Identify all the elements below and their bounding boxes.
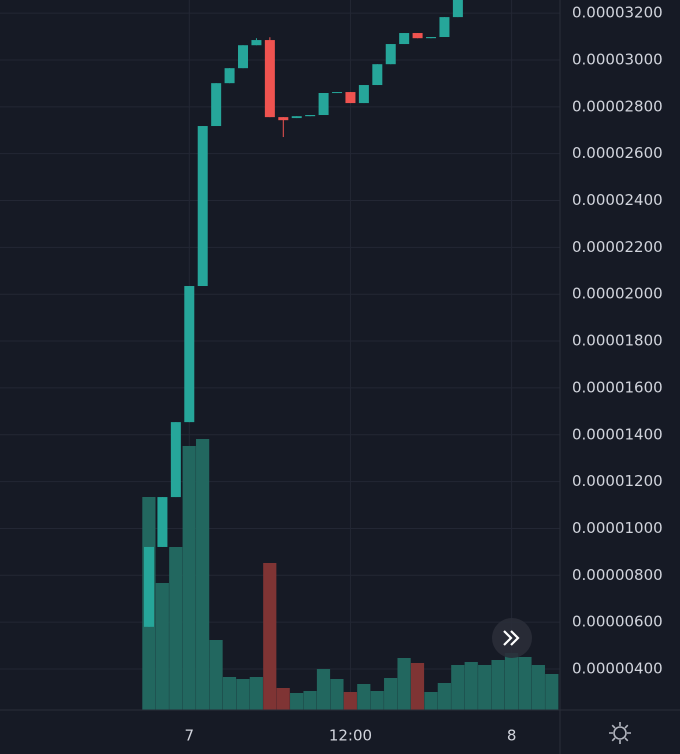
candle-body — [345, 92, 356, 104]
volume-bar — [155, 583, 169, 710]
candle-body — [197, 126, 208, 287]
volume-bar — [397, 658, 411, 710]
candle-body — [264, 40, 275, 118]
candle-body — [372, 64, 383, 86]
plot-area — [142, 0, 559, 710]
volume-bar — [276, 688, 290, 710]
y-tick-label: 0.00001400 — [572, 425, 663, 443]
volume-bar — [451, 665, 465, 710]
volume-bar — [545, 674, 559, 710]
candle-body — [144, 546, 154, 627]
volume-bar — [222, 677, 237, 710]
candle-body — [318, 92, 329, 116]
volume-bar — [290, 693, 304, 710]
candle-body — [358, 85, 369, 104]
volume-bar — [464, 662, 478, 710]
y-tick-label: 0.00002200 — [572, 238, 663, 256]
y-tick-label: 0.00001000 — [572, 519, 663, 537]
gear-teeth[interactable] — [609, 722, 631, 744]
x-tick-label: 7 — [185, 727, 195, 745]
candle-body — [305, 115, 316, 117]
volume-bar — [169, 547, 183, 710]
volume-bar — [384, 678, 398, 710]
y-tick-label: 0.00001800 — [572, 332, 663, 350]
volume-bar — [531, 665, 545, 710]
volume-bar — [357, 684, 371, 710]
candle-body — [426, 37, 437, 39]
y-tick-label: 0.00000800 — [572, 566, 663, 584]
candle-body — [224, 68, 235, 84]
volume-bar — [478, 665, 492, 710]
candle-body — [385, 44, 396, 65]
axes: 0.00000400 0.00000600 0.00000800 0.00001000… — [185, 4, 663, 745]
grid — [0, 0, 560, 710]
volume-bar — [236, 679, 250, 710]
candle-body — [291, 116, 302, 119]
candle-body — [238, 45, 249, 69]
y-tick-label: 0.00002600 — [572, 144, 663, 162]
volume-bar — [249, 677, 263, 710]
candle-body — [452, 0, 463, 18]
y-tick-label: 0.00000400 — [572, 660, 663, 678]
settings-button[interactable] — [609, 722, 631, 744]
candle-body — [278, 117, 289, 121]
volume-bar — [424, 692, 438, 710]
volume-bar — [491, 660, 505, 710]
y-tick-label: 0.00002400 — [572, 191, 663, 209]
volume-bar — [263, 563, 277, 710]
volume-bar — [303, 691, 317, 710]
candle-body — [332, 92, 343, 94]
volume-bar — [370, 691, 384, 710]
volume-bar — [437, 683, 451, 710]
volume-bar — [196, 439, 210, 710]
y-tick-label: 0.00002000 — [572, 285, 663, 303]
candle-body — [157, 497, 168, 547]
x-tick-label: 8 — [507, 727, 517, 745]
volume-bar — [410, 663, 425, 710]
y-tick-label: 0.00001200 — [572, 472, 663, 490]
volume-bar — [316, 669, 331, 710]
chevron-icon[interactable] — [503, 630, 520, 646]
volume-bar — [182, 446, 196, 710]
scroll-to-latest-button[interactable] — [492, 618, 532, 658]
y-tick-label: 0.00003000 — [572, 50, 663, 68]
volume-bar — [330, 679, 344, 710]
candle-body — [211, 83, 222, 127]
candle-body — [412, 33, 423, 39]
gear-icon[interactable] — [613, 726, 627, 740]
y-tick-label: 0.00003200 — [572, 4, 663, 22]
candle-body — [184, 286, 195, 423]
volume-bar — [343, 692, 357, 710]
y-tick-label: 0.00002800 — [572, 97, 663, 115]
x-tick-label: 12:00 — [329, 727, 372, 745]
candle-body — [251, 40, 262, 46]
volume-bar — [504, 653, 519, 710]
candle-body — [170, 422, 181, 498]
candle-body — [439, 17, 450, 38]
y-tick-label: 0.00000600 — [572, 613, 663, 631]
y-tick-label: 0.00001600 — [572, 378, 663, 396]
volume-bar — [209, 640, 223, 710]
volume-bar — [518, 657, 532, 710]
candle-body — [399, 33, 410, 45]
